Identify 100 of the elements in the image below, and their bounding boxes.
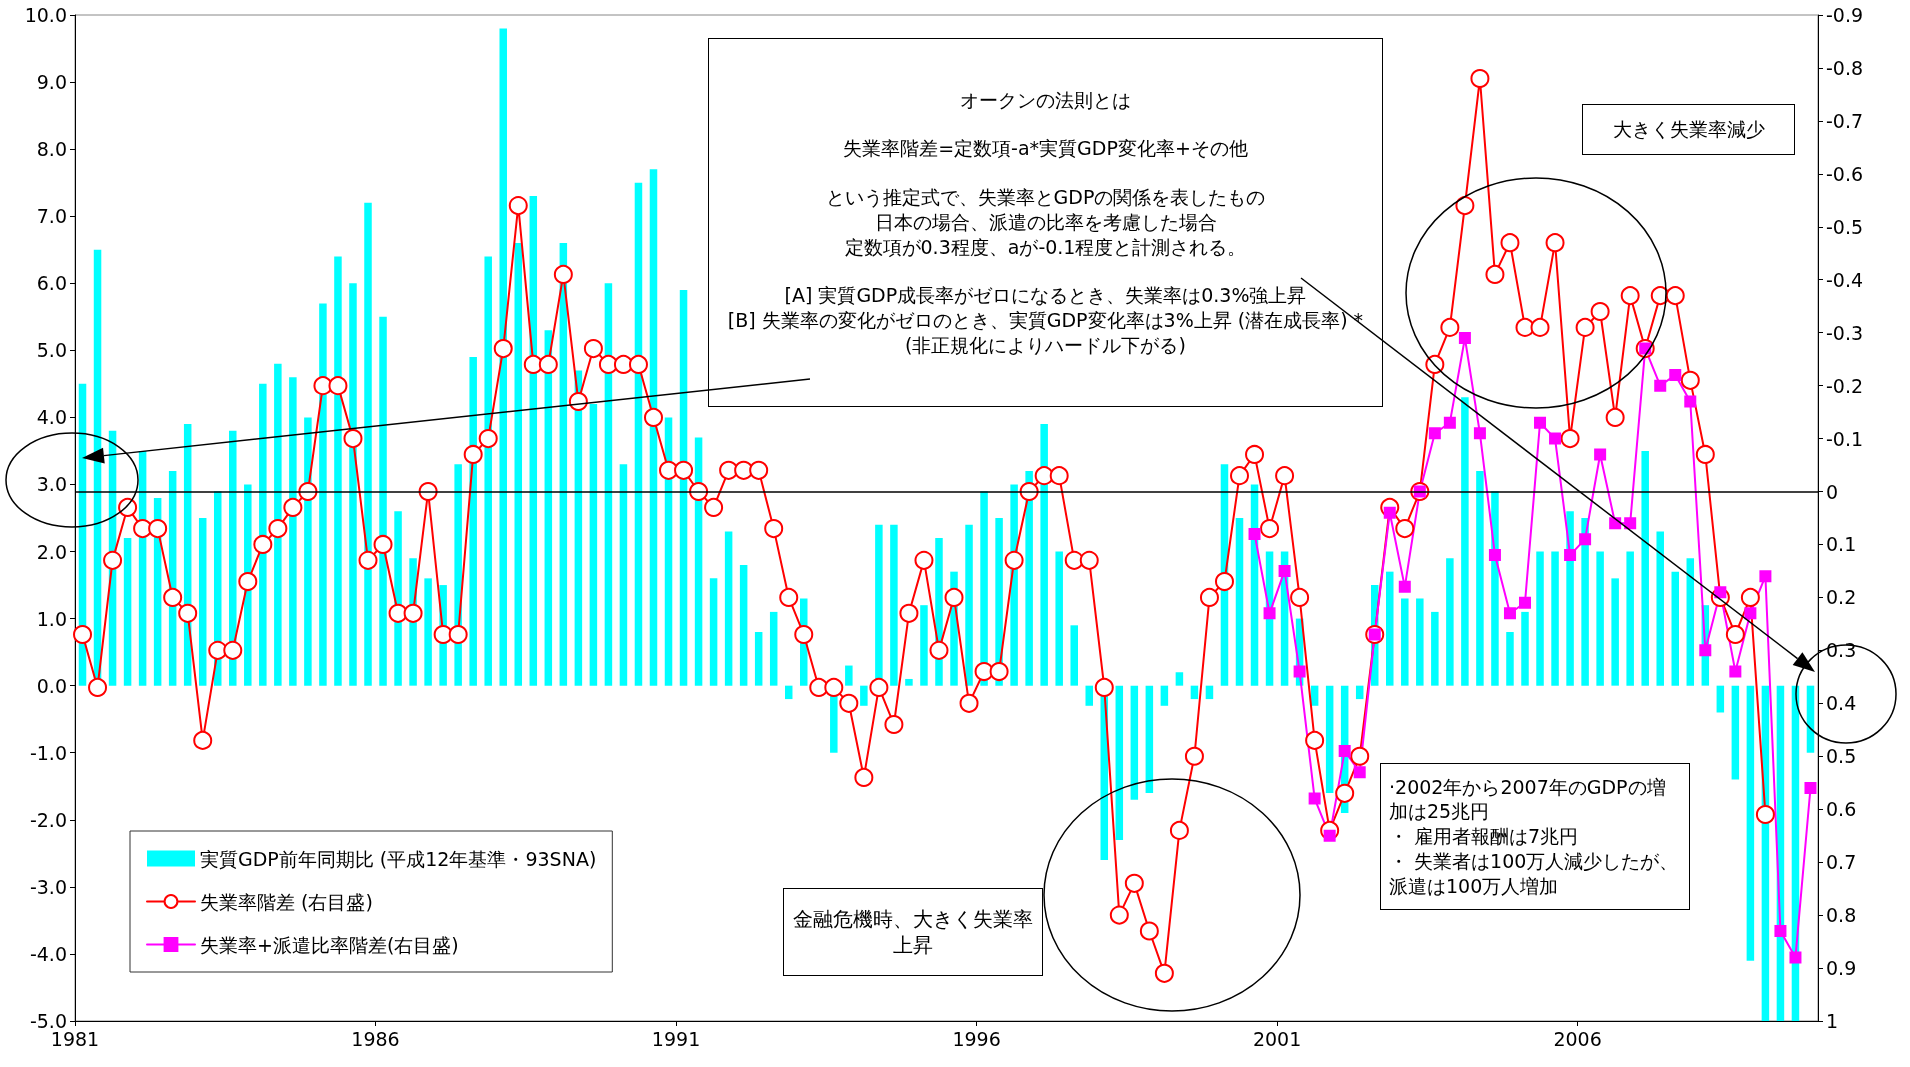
y2-tick-label: 0.1	[1826, 533, 1857, 556]
point	[1729, 665, 1742, 678]
bar	[1641, 450, 1649, 686]
y-tick-label: -3.0	[29, 875, 67, 898]
point	[1263, 607, 1276, 620]
point	[1804, 782, 1817, 795]
point	[1564, 549, 1577, 562]
y2-tick-label: -0.7	[1826, 109, 1864, 132]
annotation: [A] 実質GDP成長率がゼロになるとき、失業率は0.3%強上昇	[783, 283, 1308, 308]
bar	[845, 665, 853, 686]
bar	[1175, 672, 1184, 686]
y2-tick-label: 0.4	[1826, 692, 1857, 715]
bar	[1491, 491, 1499, 686]
x-tick-label: 2001	[1252, 1027, 1302, 1050]
bar	[1355, 685, 1364, 700]
bar	[1130, 685, 1139, 800]
bar	[1431, 611, 1439, 686]
point	[1624, 517, 1637, 530]
y-tick-label: 0.0	[36, 674, 67, 697]
bar	[1731, 685, 1740, 780]
text-frame: 金融危機時、大きく失業率上昇	[783, 888, 1043, 976]
y-tick-label: 8.0	[36, 138, 67, 161]
point	[1549, 432, 1562, 445]
y-tick-label: 4.0	[36, 406, 67, 429]
point	[1488, 549, 1501, 562]
point	[1699, 644, 1712, 657]
annotation: [B] 失業率の変化がゼロのとき、実質GDP変化率は3%上昇 (潜在成長率) *(非正規化によりハードル下がる)	[726, 307, 1365, 358]
bar	[1190, 685, 1199, 700]
y-tick-label: 7.0	[36, 205, 67, 228]
y2-tick-label: 0.7	[1826, 851, 1857, 874]
point	[1458, 331, 1471, 344]
text-frame: 大きく失業率減少	[1582, 104, 1795, 155]
y-tick-label: -4.0	[29, 942, 67, 965]
bar	[1205, 685, 1214, 700]
y2-tick-label: 0.2	[1826, 586, 1857, 609]
bar	[1055, 551, 1063, 686]
point	[1669, 369, 1682, 382]
annotation: オークンの法則とは	[959, 87, 1132, 113]
bar	[1536, 551, 1544, 686]
bar	[1416, 598, 1424, 686]
point	[1278, 564, 1291, 577]
bar	[709, 578, 718, 686]
y-tick-label: 5.0	[36, 339, 67, 362]
point	[1308, 792, 1321, 805]
point	[1534, 416, 1547, 429]
y2-tick-label: -0.4	[1826, 268, 1864, 291]
bar	[1401, 598, 1409, 686]
bar	[920, 605, 928, 686]
bar	[1806, 685, 1815, 753]
point	[1248, 527, 1261, 540]
bar	[1566, 511, 1574, 686]
bar	[1115, 685, 1124, 840]
point	[1503, 607, 1516, 620]
bar	[739, 564, 748, 686]
bar	[1476, 471, 1484, 686]
y2-tick-label: -0.3	[1826, 321, 1864, 344]
y2-tick-label: -0.8	[1826, 56, 1864, 79]
bar	[1446, 558, 1454, 686]
legend-label: 実質GDP前年同期比 (平成12年基準・93SNA)	[200, 847, 597, 870]
y-tick-label: 9.0	[36, 71, 67, 94]
bar	[424, 578, 432, 686]
point	[1654, 379, 1667, 392]
point	[1473, 427, 1486, 440]
point	[1594, 448, 1607, 461]
y2-tick-label: 0.6	[1826, 798, 1857, 821]
y-tick-label: 2.0	[36, 540, 67, 563]
point	[1684, 395, 1697, 408]
bar	[1581, 518, 1589, 686]
bar	[1325, 685, 1334, 793]
bar	[1596, 551, 1604, 686]
annotation: 失業率階差=定数項-a*実質GDP変化率+その他	[842, 136, 1249, 162]
point	[1293, 665, 1306, 678]
bar	[1160, 685, 1169, 706]
y-tick-label: -1.0	[29, 741, 67, 764]
annotation: ·2002年から2007年のGDPの増加は25兆円	[1389, 774, 1667, 825]
annotation: という推定式で、失業率とGDPの関係を表したもの	[824, 185, 1267, 210]
point	[1789, 951, 1802, 964]
bar	[965, 524, 973, 686]
bar	[1656, 531, 1664, 686]
point	[1398, 580, 1411, 593]
bar	[784, 685, 793, 700]
bar	[1386, 571, 1394, 686]
bar	[1235, 518, 1244, 686]
y2-tick-label: 0	[1826, 480, 1839, 503]
y2-tick-label: -0.1	[1826, 427, 1864, 450]
bar	[754, 632, 763, 686]
legend-label: 失業率+派遣比率階差(右目盛)	[200, 933, 459, 956]
bar	[589, 403, 598, 686]
y-tick-label: -2.0	[29, 808, 67, 831]
bar	[1686, 558, 1695, 686]
annotation: 金融危機時、大きく失業率上昇	[792, 906, 1034, 958]
bar	[1716, 685, 1725, 713]
y-tick-label: 3.0	[36, 473, 67, 496]
point	[1428, 427, 1441, 440]
point	[1353, 766, 1366, 779]
bar	[1145, 685, 1154, 793]
point	[1579, 533, 1592, 546]
y-tick-label: 10.0	[24, 4, 67, 26]
text-frame: ·2002年から2007年のGDPの増加は25兆円 ・ 雇用者報酬は7兆円 ・ 失業者は100万人減少したが、派遣は100万人増加	[1380, 763, 1690, 910]
y-tick-label: 1.0	[36, 607, 67, 630]
